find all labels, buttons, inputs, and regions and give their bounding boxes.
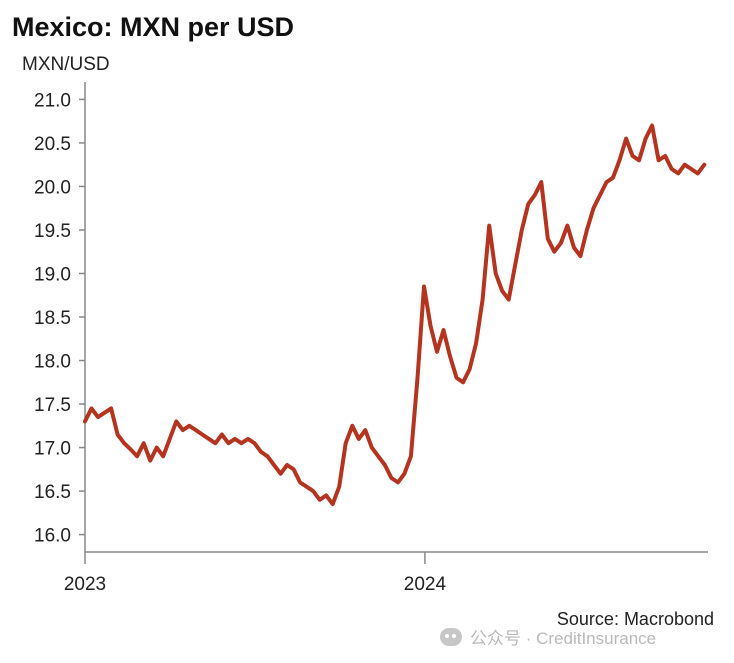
- x-axis-ticks: 2023 2024: [64, 552, 447, 595]
- y-tick-label: 17.5: [34, 395, 71, 416]
- y-tick-label: 20.5: [34, 134, 71, 155]
- y-tick-label: 19.0: [34, 264, 71, 285]
- y-tick-label: 17.0: [34, 439, 71, 460]
- y-tick-label: 21.0: [34, 90, 71, 111]
- watermark-text: 公众号 · CreditInsurance: [470, 629, 657, 648]
- x-tick-label: 2023: [64, 574, 106, 595]
- line-chart: 16.0 16.5 17.0 17.5 18.0 18.5 19.0 19.5 20.0 20.5…: [34, 82, 708, 595]
- y-axis-label: MXN/USD: [22, 54, 110, 75]
- y-tick-label: 18.5: [34, 308, 71, 329]
- y-tick-label: 18.0: [34, 352, 71, 373]
- watermark: 公众号 · CreditInsurance: [440, 624, 656, 649]
- chart-title: Mexico: MXN per USD: [12, 12, 295, 42]
- y-tick-label: 20.0: [34, 177, 71, 198]
- y-tick-label: 16.0: [34, 526, 71, 547]
- y-tick-label: 16.5: [34, 482, 71, 503]
- series-line: [83, 123, 707, 507]
- x-tick-label: 2024: [404, 574, 447, 595]
- source-note: Source: Macrobond: [556, 609, 714, 629]
- y-axis-ticks: 16.0 16.5 17.0 17.5 18.0 18.5 19.0 19.5 20.0 20.5…: [34, 90, 85, 547]
- y-tick-label: 19.5: [34, 221, 71, 242]
- wechat-icon: [440, 627, 462, 646]
